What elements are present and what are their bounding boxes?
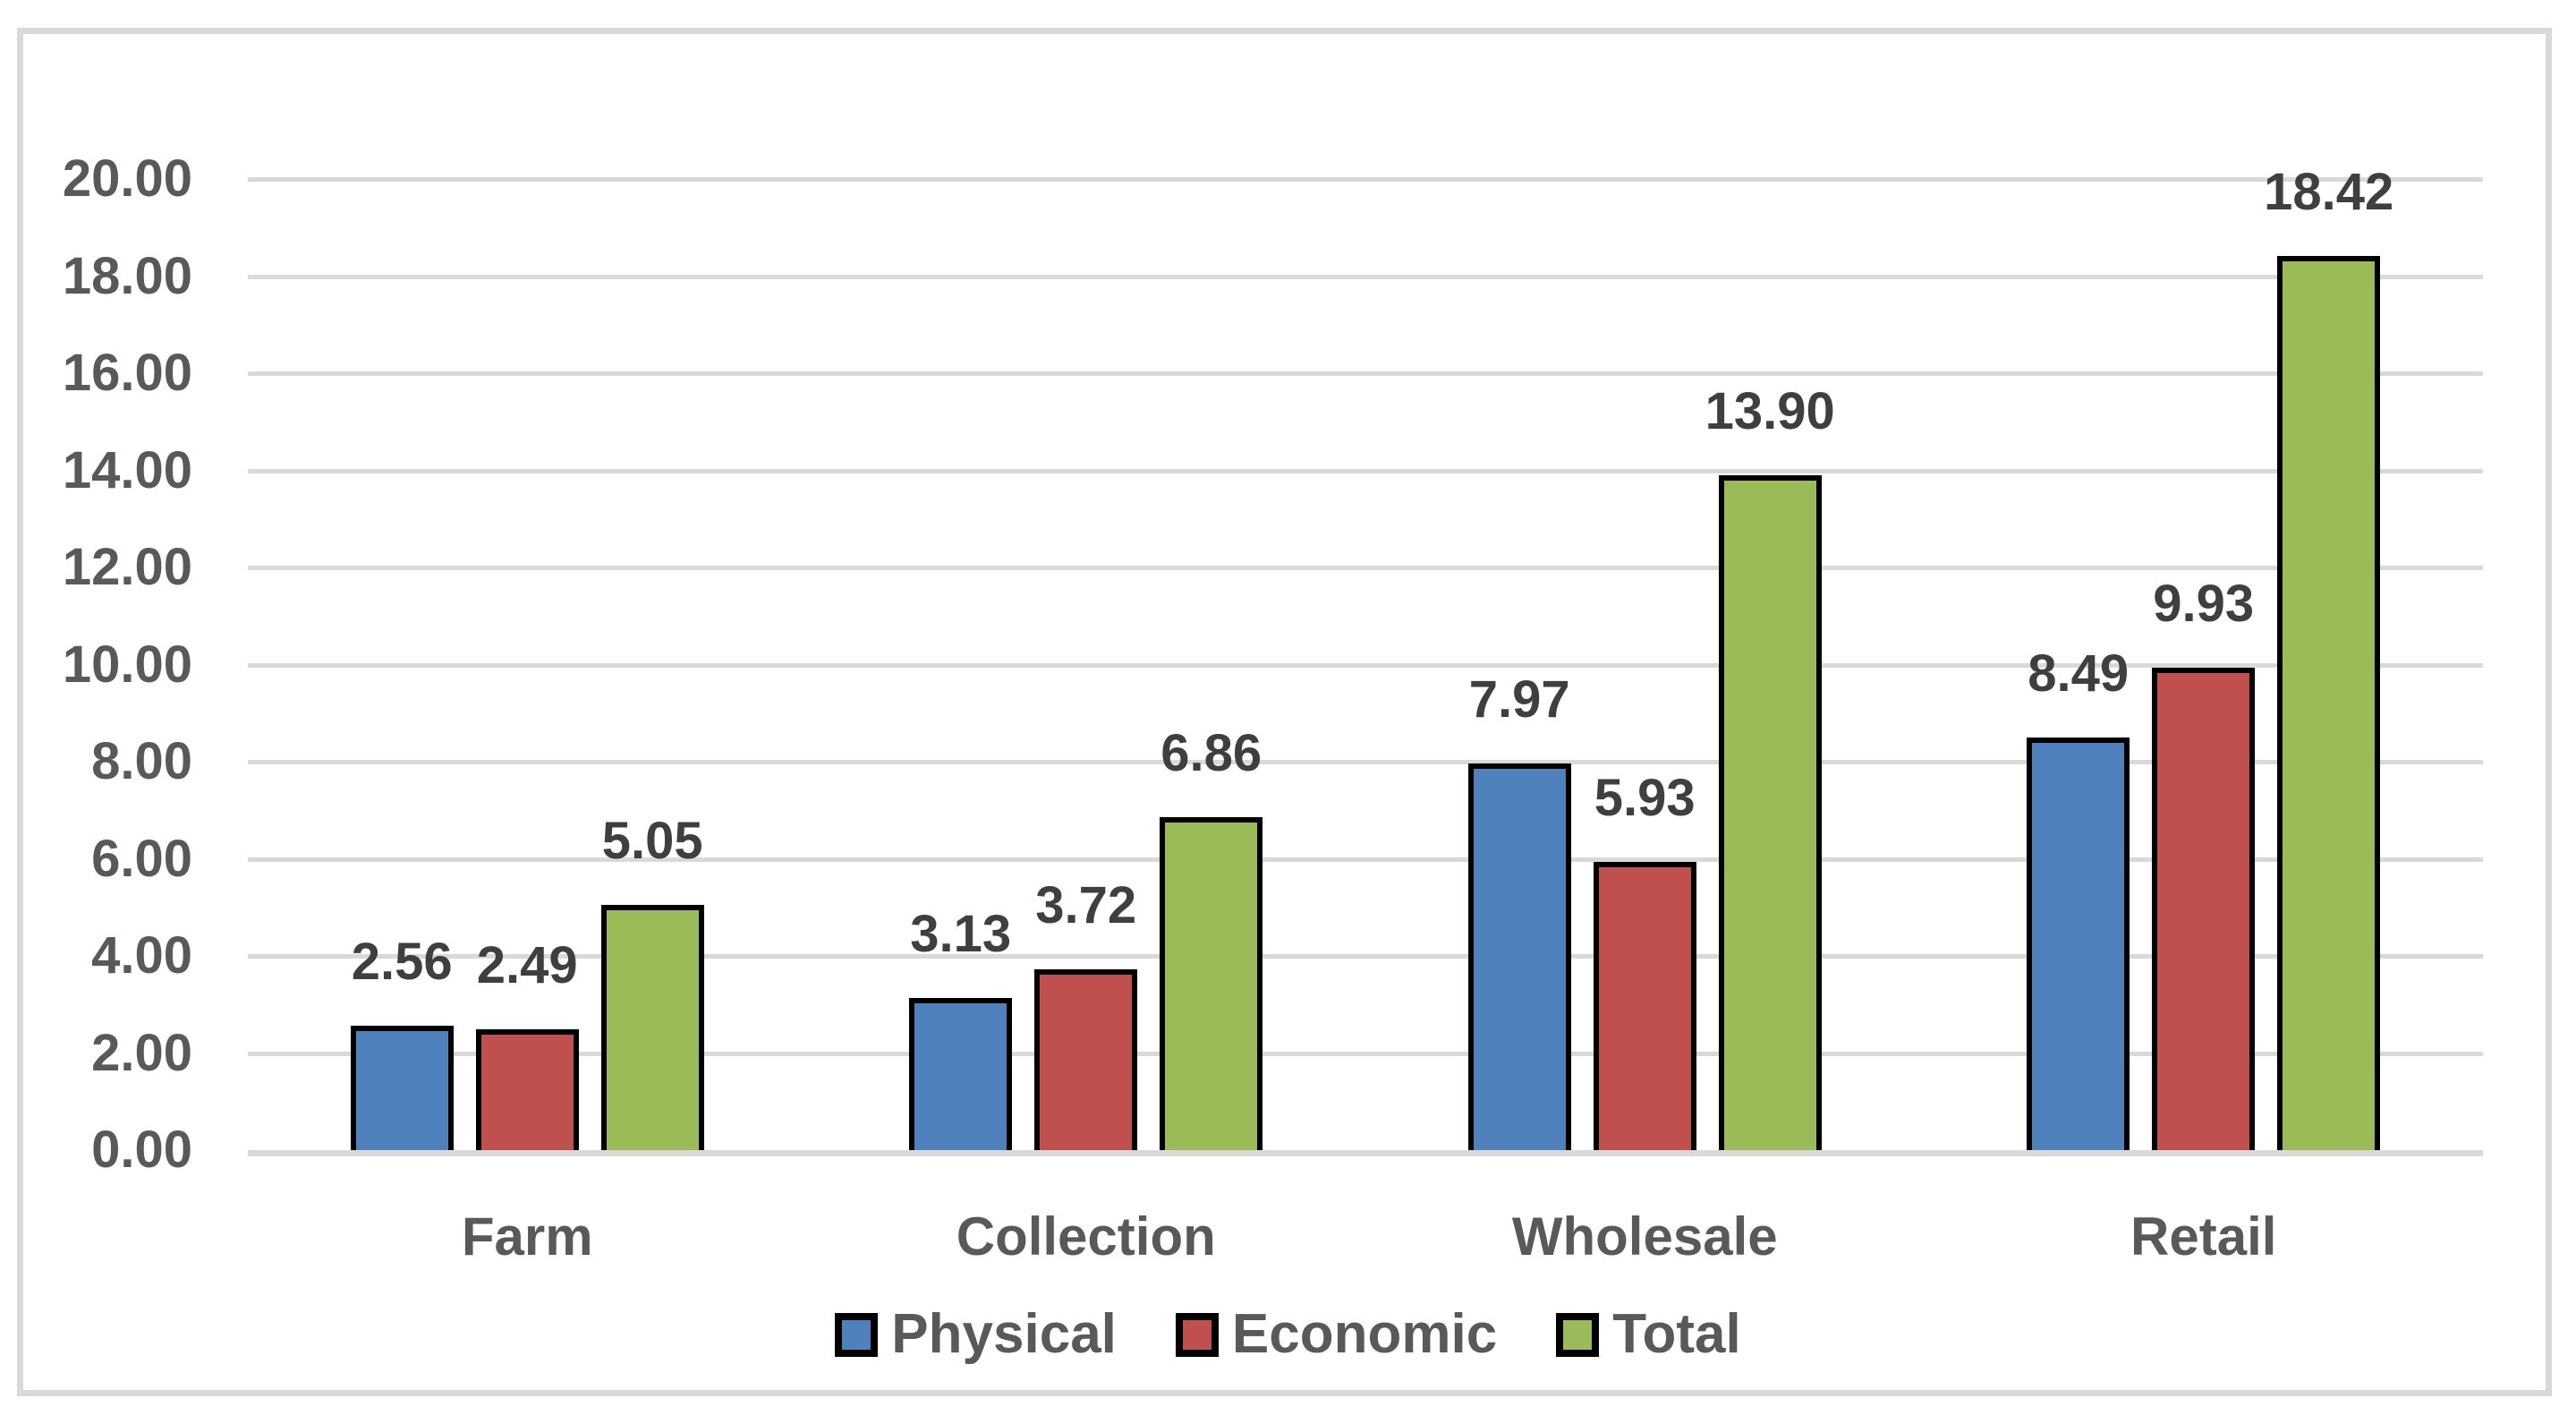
bar-total-farm <box>600 905 704 1150</box>
y-axis-tick-label: 16.00 <box>62 344 192 402</box>
gridline <box>248 177 2483 182</box>
gridline <box>248 1051 2483 1056</box>
bar-physical-collection <box>909 998 1013 1150</box>
y-axis-tick-label: 18.00 <box>62 246 192 305</box>
bar-physical-farm <box>350 1026 454 1150</box>
bar-economic-retail <box>2152 668 2256 1150</box>
legend-item-economic: Economic <box>1175 1303 1498 1366</box>
y-axis-tick-label: 20.00 <box>62 149 192 208</box>
legend: Physical Economic Total <box>0 1303 2576 1366</box>
gridline <box>248 954 2483 959</box>
bar-total-collection <box>1160 816 1263 1150</box>
category-label-farm: Farm <box>461 1207 593 1266</box>
bar-economic-farm <box>475 1028 579 1150</box>
x-axis-line <box>248 1150 2483 1156</box>
legend-swatch-economic <box>1175 1312 1219 1357</box>
category-label-retail: Retail <box>2130 1207 2277 1266</box>
gridline <box>248 566 2483 570</box>
value-label-physical-collection: 3.13 <box>910 905 1012 964</box>
gridline <box>248 857 2483 862</box>
bar-total-retail <box>2277 255 2381 1150</box>
y-axis-tick-label: 4.00 <box>91 926 192 985</box>
bar-physical-wholesale <box>1467 763 1571 1150</box>
y-axis-tick-label: 0.00 <box>91 1121 192 1179</box>
y-axis-tick-label: 2.00 <box>91 1023 192 1082</box>
value-label-economic-retail: 9.93 <box>2153 575 2255 634</box>
legend-swatch-physical <box>835 1312 879 1357</box>
legend-item-physical: Physical <box>835 1303 1117 1366</box>
value-label-economic-wholesale: 5.93 <box>1594 769 1696 828</box>
chart-frame-border <box>17 28 2552 1396</box>
value-label-physical-farm: 2.56 <box>351 933 453 992</box>
legend-label-economic: Economic <box>1231 1303 1498 1365</box>
bar-economic-collection <box>1034 969 1138 1150</box>
bar-total-wholesale <box>1718 474 1822 1150</box>
legend-item-total: Total <box>1556 1303 1741 1366</box>
value-label-total-farm: 5.05 <box>601 812 703 871</box>
value-label-total-retail: 18.42 <box>2264 162 2394 221</box>
y-axis-tick-label: 6.00 <box>91 829 192 888</box>
gridline <box>248 371 2483 376</box>
gridline <box>248 274 2483 279</box>
bar-physical-retail <box>2027 738 2130 1150</box>
value-label-economic-collection: 3.72 <box>1035 876 1137 935</box>
gridline <box>248 760 2483 764</box>
value-label-physical-retail: 8.49 <box>2028 644 2130 703</box>
y-axis-tick-label: 10.00 <box>62 635 192 694</box>
legend-swatch-total <box>1556 1312 1600 1357</box>
gridline <box>248 468 2483 473</box>
y-axis-tick-label: 14.00 <box>62 440 192 499</box>
y-axis-tick-label: 8.00 <box>91 732 192 790</box>
legend-label-total: Total <box>1612 1303 1741 1365</box>
category-label-collection: Collection <box>956 1207 1216 1266</box>
value-label-physical-wholesale: 7.97 <box>1468 669 1570 729</box>
gridline <box>248 662 2483 668</box>
legend-label-physical: Physical <box>891 1303 1117 1365</box>
value-label-economic-farm: 2.49 <box>476 935 578 994</box>
category-label-wholesale: Wholesale <box>1511 1207 1778 1266</box>
y-axis-tick-label: 12.00 <box>62 538 192 596</box>
value-label-total-collection: 6.86 <box>1160 723 1262 782</box>
bar-economic-wholesale <box>1593 862 1696 1150</box>
value-label-total-wholesale: 13.90 <box>1705 381 1835 440</box>
